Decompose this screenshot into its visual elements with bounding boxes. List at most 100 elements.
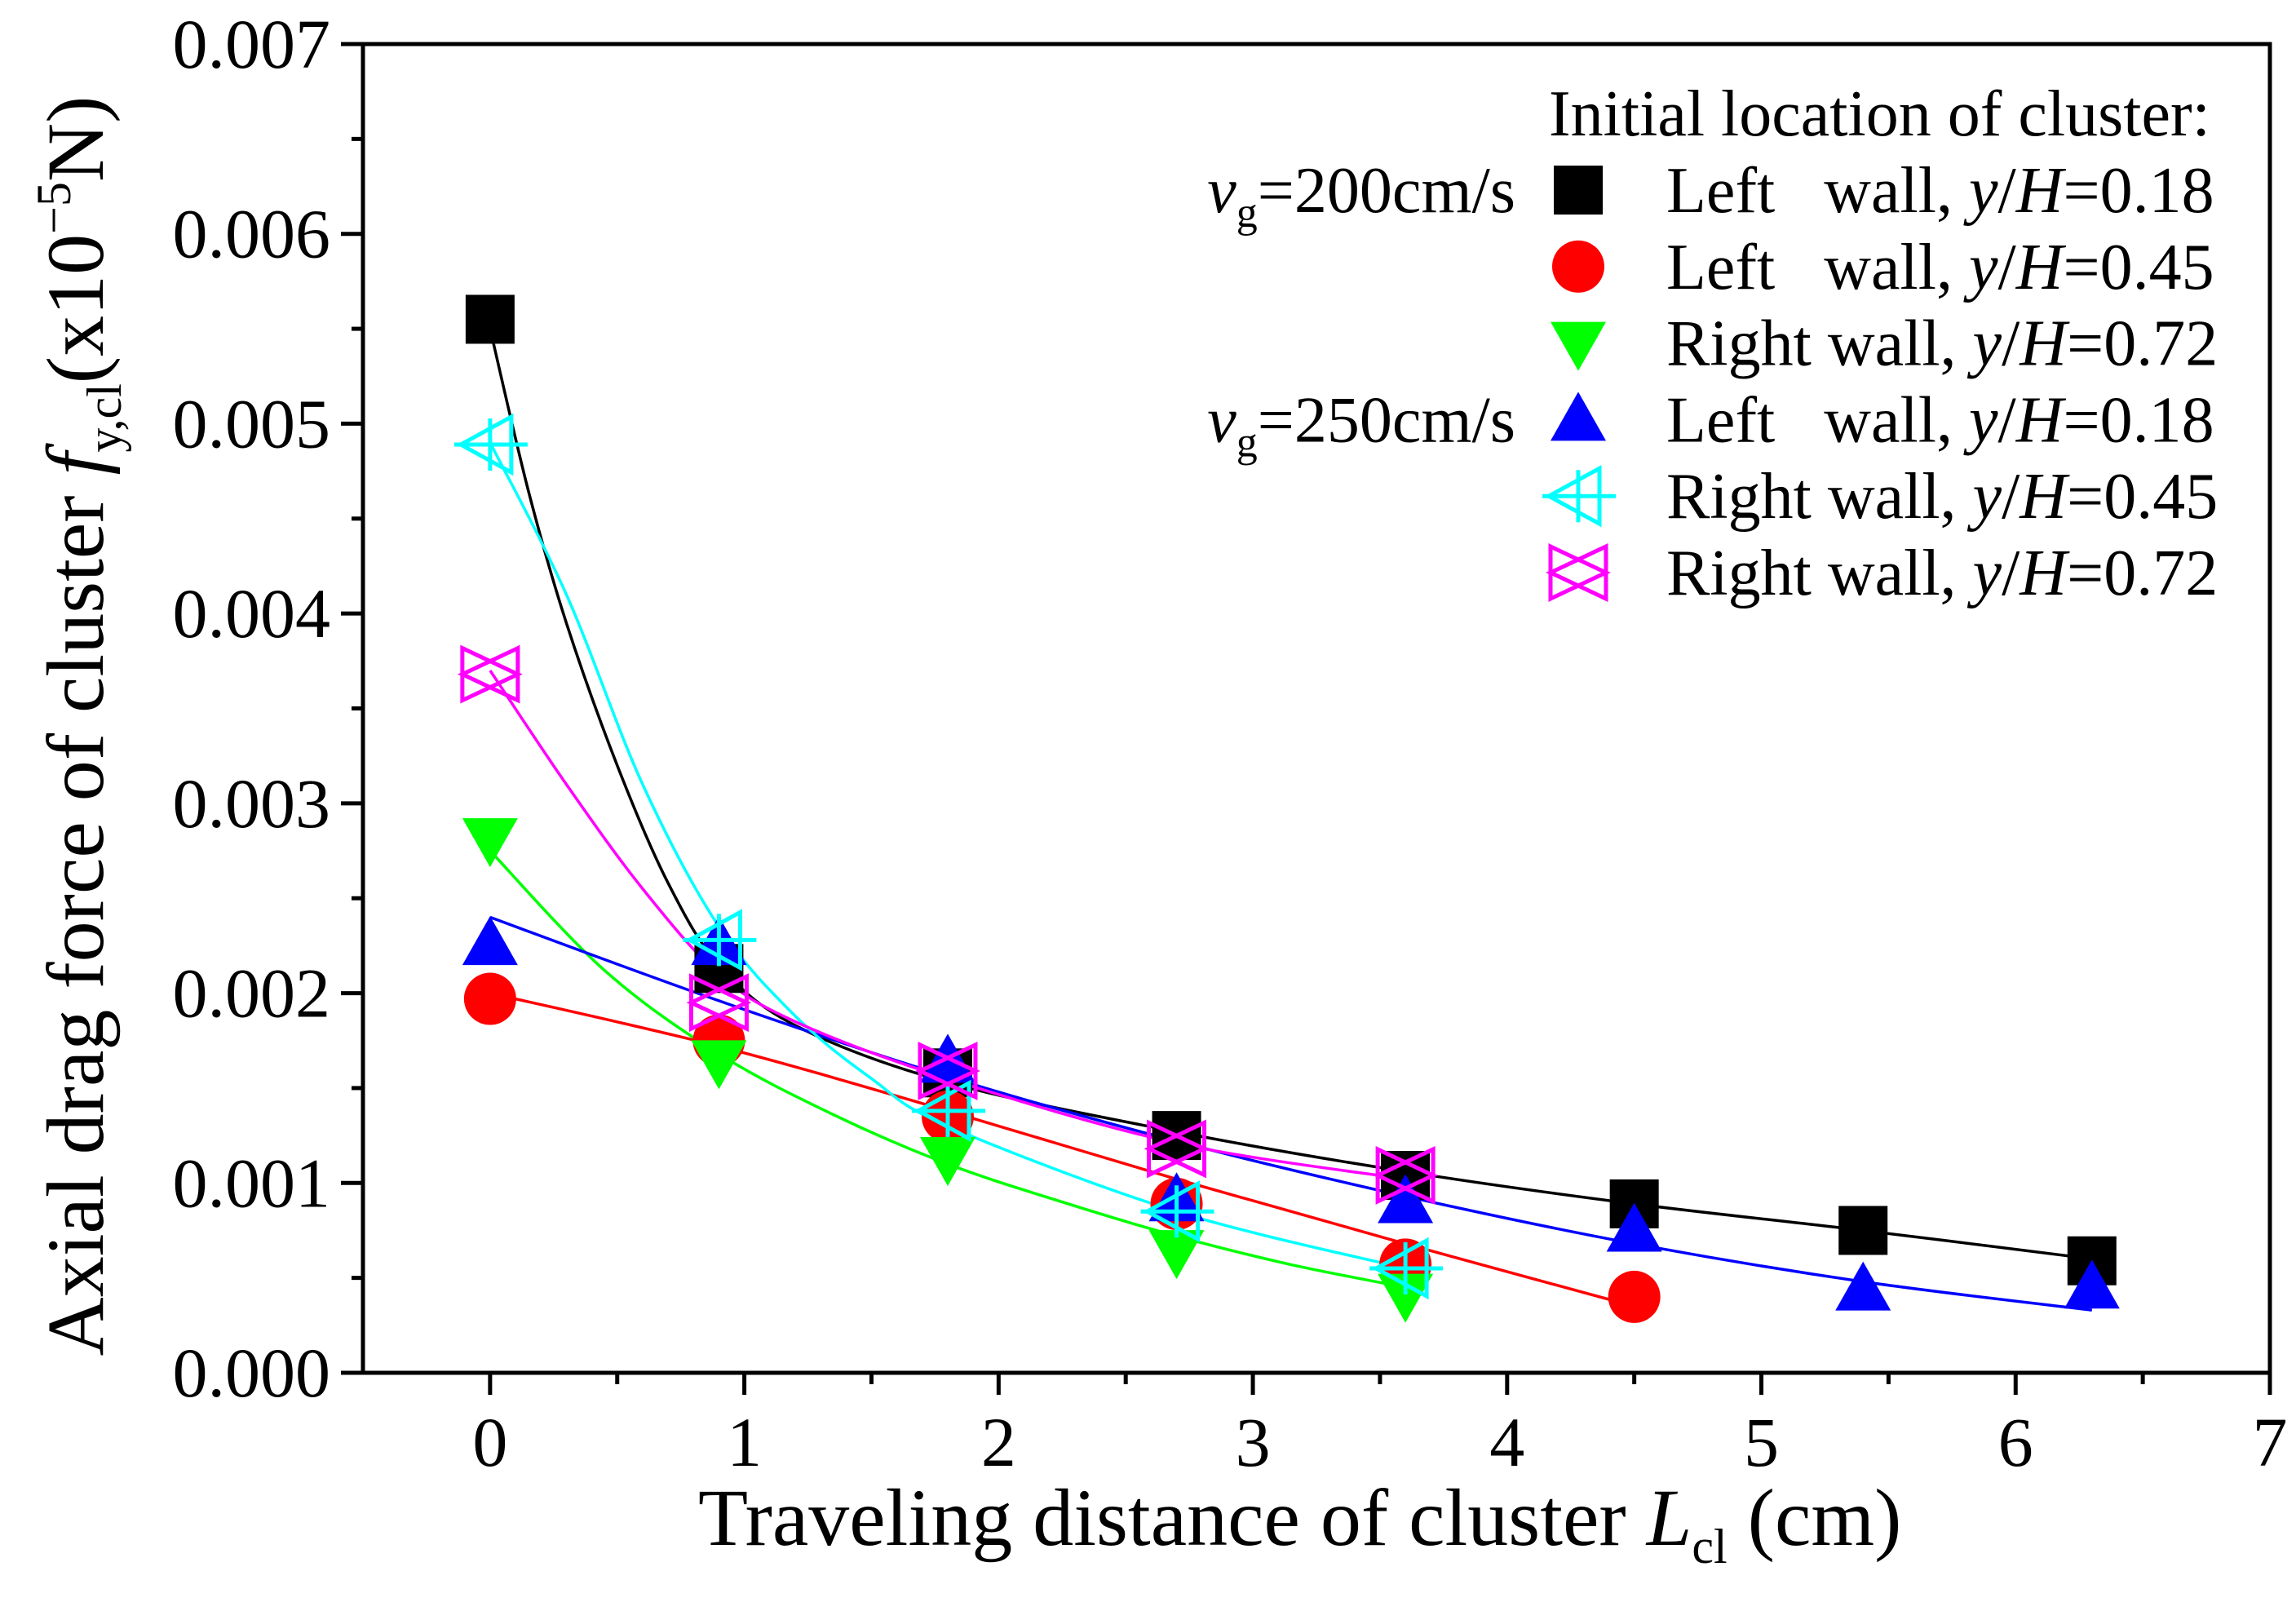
data-point-series-4-triangle-up xyxy=(462,916,518,966)
legend-label-series-1: Left wall, y/H=0.18 xyxy=(1666,155,2214,227)
legend-label-series-2: Left wall, y/H=0.45 xyxy=(1666,232,2214,303)
data-point-series-1 xyxy=(465,294,515,344)
data-point-series-3-triangle-down xyxy=(919,1137,975,1187)
legend-label-part: H xyxy=(2015,384,2067,456)
x-tick-label: 1 xyxy=(727,1403,762,1481)
data-point-series-2 xyxy=(463,972,516,1025)
legend: Initial location of cluster: Left wall, … xyxy=(1207,78,2218,609)
legend-title: Initial location of cluster: xyxy=(1549,78,2210,150)
legend-group-value: =250cm/s xyxy=(1258,384,1515,456)
plot-frame xyxy=(361,42,2272,1375)
x-tick-label: 4 xyxy=(1489,1403,1524,1481)
y-tick-label: 0.004 xyxy=(173,574,331,653)
legend-label-part: / xyxy=(1998,384,2017,456)
y-tick-label: 0.005 xyxy=(173,384,331,462)
legend-label-part: =0.72 xyxy=(2067,308,2218,380)
x-axis-title-unit: (cm) xyxy=(1728,1472,1902,1563)
legend-label-part: Right wall, xyxy=(1666,461,1973,533)
data-points xyxy=(453,294,2120,1323)
legend-label-part: Right wall, xyxy=(1666,308,1973,380)
data-point-series-1-square xyxy=(1838,1206,1888,1255)
legend-group-label: vg=250cm/s xyxy=(1207,384,1515,466)
data-point-series-4-triangle-up xyxy=(1378,1174,1434,1224)
legend-label-part: H xyxy=(2015,232,2067,303)
legend-marker-series-3-triangle-down xyxy=(1551,321,1606,371)
y-axis-title-subscript: y,cl xyxy=(77,383,131,452)
data-point-series-3 xyxy=(1378,1273,1434,1323)
x-tick-label: 0 xyxy=(472,1403,507,1481)
legend-group-value: =200cm/s xyxy=(1258,155,1515,227)
data-point-series-1 xyxy=(1838,1206,1888,1255)
x-tick-label: 7 xyxy=(2253,1403,2288,1481)
data-point-series-6-triangle-right xyxy=(1375,1146,1438,1205)
data-point-series-5 xyxy=(911,1079,985,1143)
data-point-series-5 xyxy=(1140,1179,1214,1243)
data-point-series-4-triangle-up xyxy=(1835,1261,1891,1311)
legend-label-part: y xyxy=(1967,308,2002,380)
data-point-series-5 xyxy=(1369,1237,1444,1300)
y-axis-title-unit-prefix: (x10 xyxy=(30,234,121,383)
data-point-series-3-triangle-down xyxy=(1378,1273,1434,1323)
data-point-series-6 xyxy=(915,1042,980,1100)
data-point-series-2-circle xyxy=(1608,1270,1661,1323)
data-point-series-6 xyxy=(457,644,523,704)
y-axis-title-text: Axial drag force of cluster xyxy=(30,475,121,1356)
legend-label-part: =0.45 xyxy=(2064,232,2214,303)
x-axis-title-variable: L xyxy=(1645,1472,1692,1563)
legend-label-part: y xyxy=(1963,155,1998,227)
x-tick-label: 2 xyxy=(981,1403,1016,1481)
legend-label-part: y xyxy=(1963,232,1998,303)
x-tick-label: 6 xyxy=(1998,1403,2033,1481)
data-point-series-5 xyxy=(453,413,528,476)
legend-group-subscript: g xyxy=(1236,190,1258,237)
legend-marker-series-2-circle xyxy=(1552,240,1604,293)
y-tick-label: 0.001 xyxy=(173,1144,331,1222)
legend-label-part: / xyxy=(1998,232,2017,303)
legend-group-variable: v xyxy=(1207,155,1236,227)
data-point-series-2 xyxy=(1608,1270,1661,1323)
legend-label-part: H xyxy=(2019,308,2070,380)
data-point-series-4 xyxy=(1378,1174,1434,1224)
legend-label-part: Right wall, xyxy=(1666,538,1973,609)
legend-label-series-6: Right wall, y/H=0.72 xyxy=(1666,538,2218,609)
legend-marker-series-4-triangle-up xyxy=(1551,392,1606,441)
x-tick-label: 3 xyxy=(1236,1403,1271,1481)
data-point-series-4 xyxy=(1835,1261,1891,1311)
legend-label-series-4: Left wall, y/H=0.18 xyxy=(1666,384,2214,456)
data-point-series-6 xyxy=(1144,1119,1210,1179)
data-point-series-3-triangle-down xyxy=(462,818,518,868)
data-point-series-6 xyxy=(686,973,752,1033)
legend-label-part: Left wall, xyxy=(1666,384,1969,456)
legend-label-part: Left wall, xyxy=(1666,155,1969,227)
legend-label-series-3: Right wall, y/H=0.72 xyxy=(1666,308,2218,380)
legend-group-variable: v xyxy=(1207,384,1236,456)
data-point-series-2-circle xyxy=(463,972,516,1025)
legend-label-part: =0.45 xyxy=(2067,461,2218,533)
y-axis-title-superscript: −5 xyxy=(27,182,81,234)
data-point-series-4 xyxy=(462,916,518,966)
legend-label-part: / xyxy=(2002,538,2020,609)
data-point-series-3-triangle-down xyxy=(1148,1230,1205,1280)
data-point-series-3 xyxy=(462,818,518,868)
legend-group-subscript: g xyxy=(1236,419,1258,466)
x-axis-title: Traveling distance of cluster Lcl (cm) xyxy=(698,1472,1901,1573)
legend-marker-series-4 xyxy=(1551,392,1606,441)
x-axis-title-text: Traveling distance of cluster xyxy=(698,1472,1647,1563)
legend-group-label: vg=200cm/s xyxy=(1207,155,1515,237)
legend-label-part: =0.18 xyxy=(2064,384,2214,456)
data-point-series-4-triangle-up xyxy=(2064,1259,2120,1309)
data-point-series-4 xyxy=(1606,1202,1662,1252)
legend-label-part: =0.18 xyxy=(2064,155,2214,227)
y-tick-label: 0.002 xyxy=(173,954,331,1033)
data-point-series-3 xyxy=(1148,1230,1205,1280)
legend-label-part: y xyxy=(1963,384,1998,456)
y-axis-title: Axial drag force of cluster fy,cl(x10−5N… xyxy=(27,96,131,1356)
legend-label-part: / xyxy=(2002,461,2020,533)
legend-marker-series-1-square xyxy=(1554,166,1603,215)
data-point-series-6-triangle-right xyxy=(918,1042,980,1100)
data-point-series-6-triangle-right xyxy=(1147,1119,1210,1179)
data-point-series-6-triangle-right xyxy=(460,644,523,704)
y-tick-label: 0.000 xyxy=(173,1334,331,1412)
data-point-series-6-triangle-right xyxy=(688,973,752,1033)
